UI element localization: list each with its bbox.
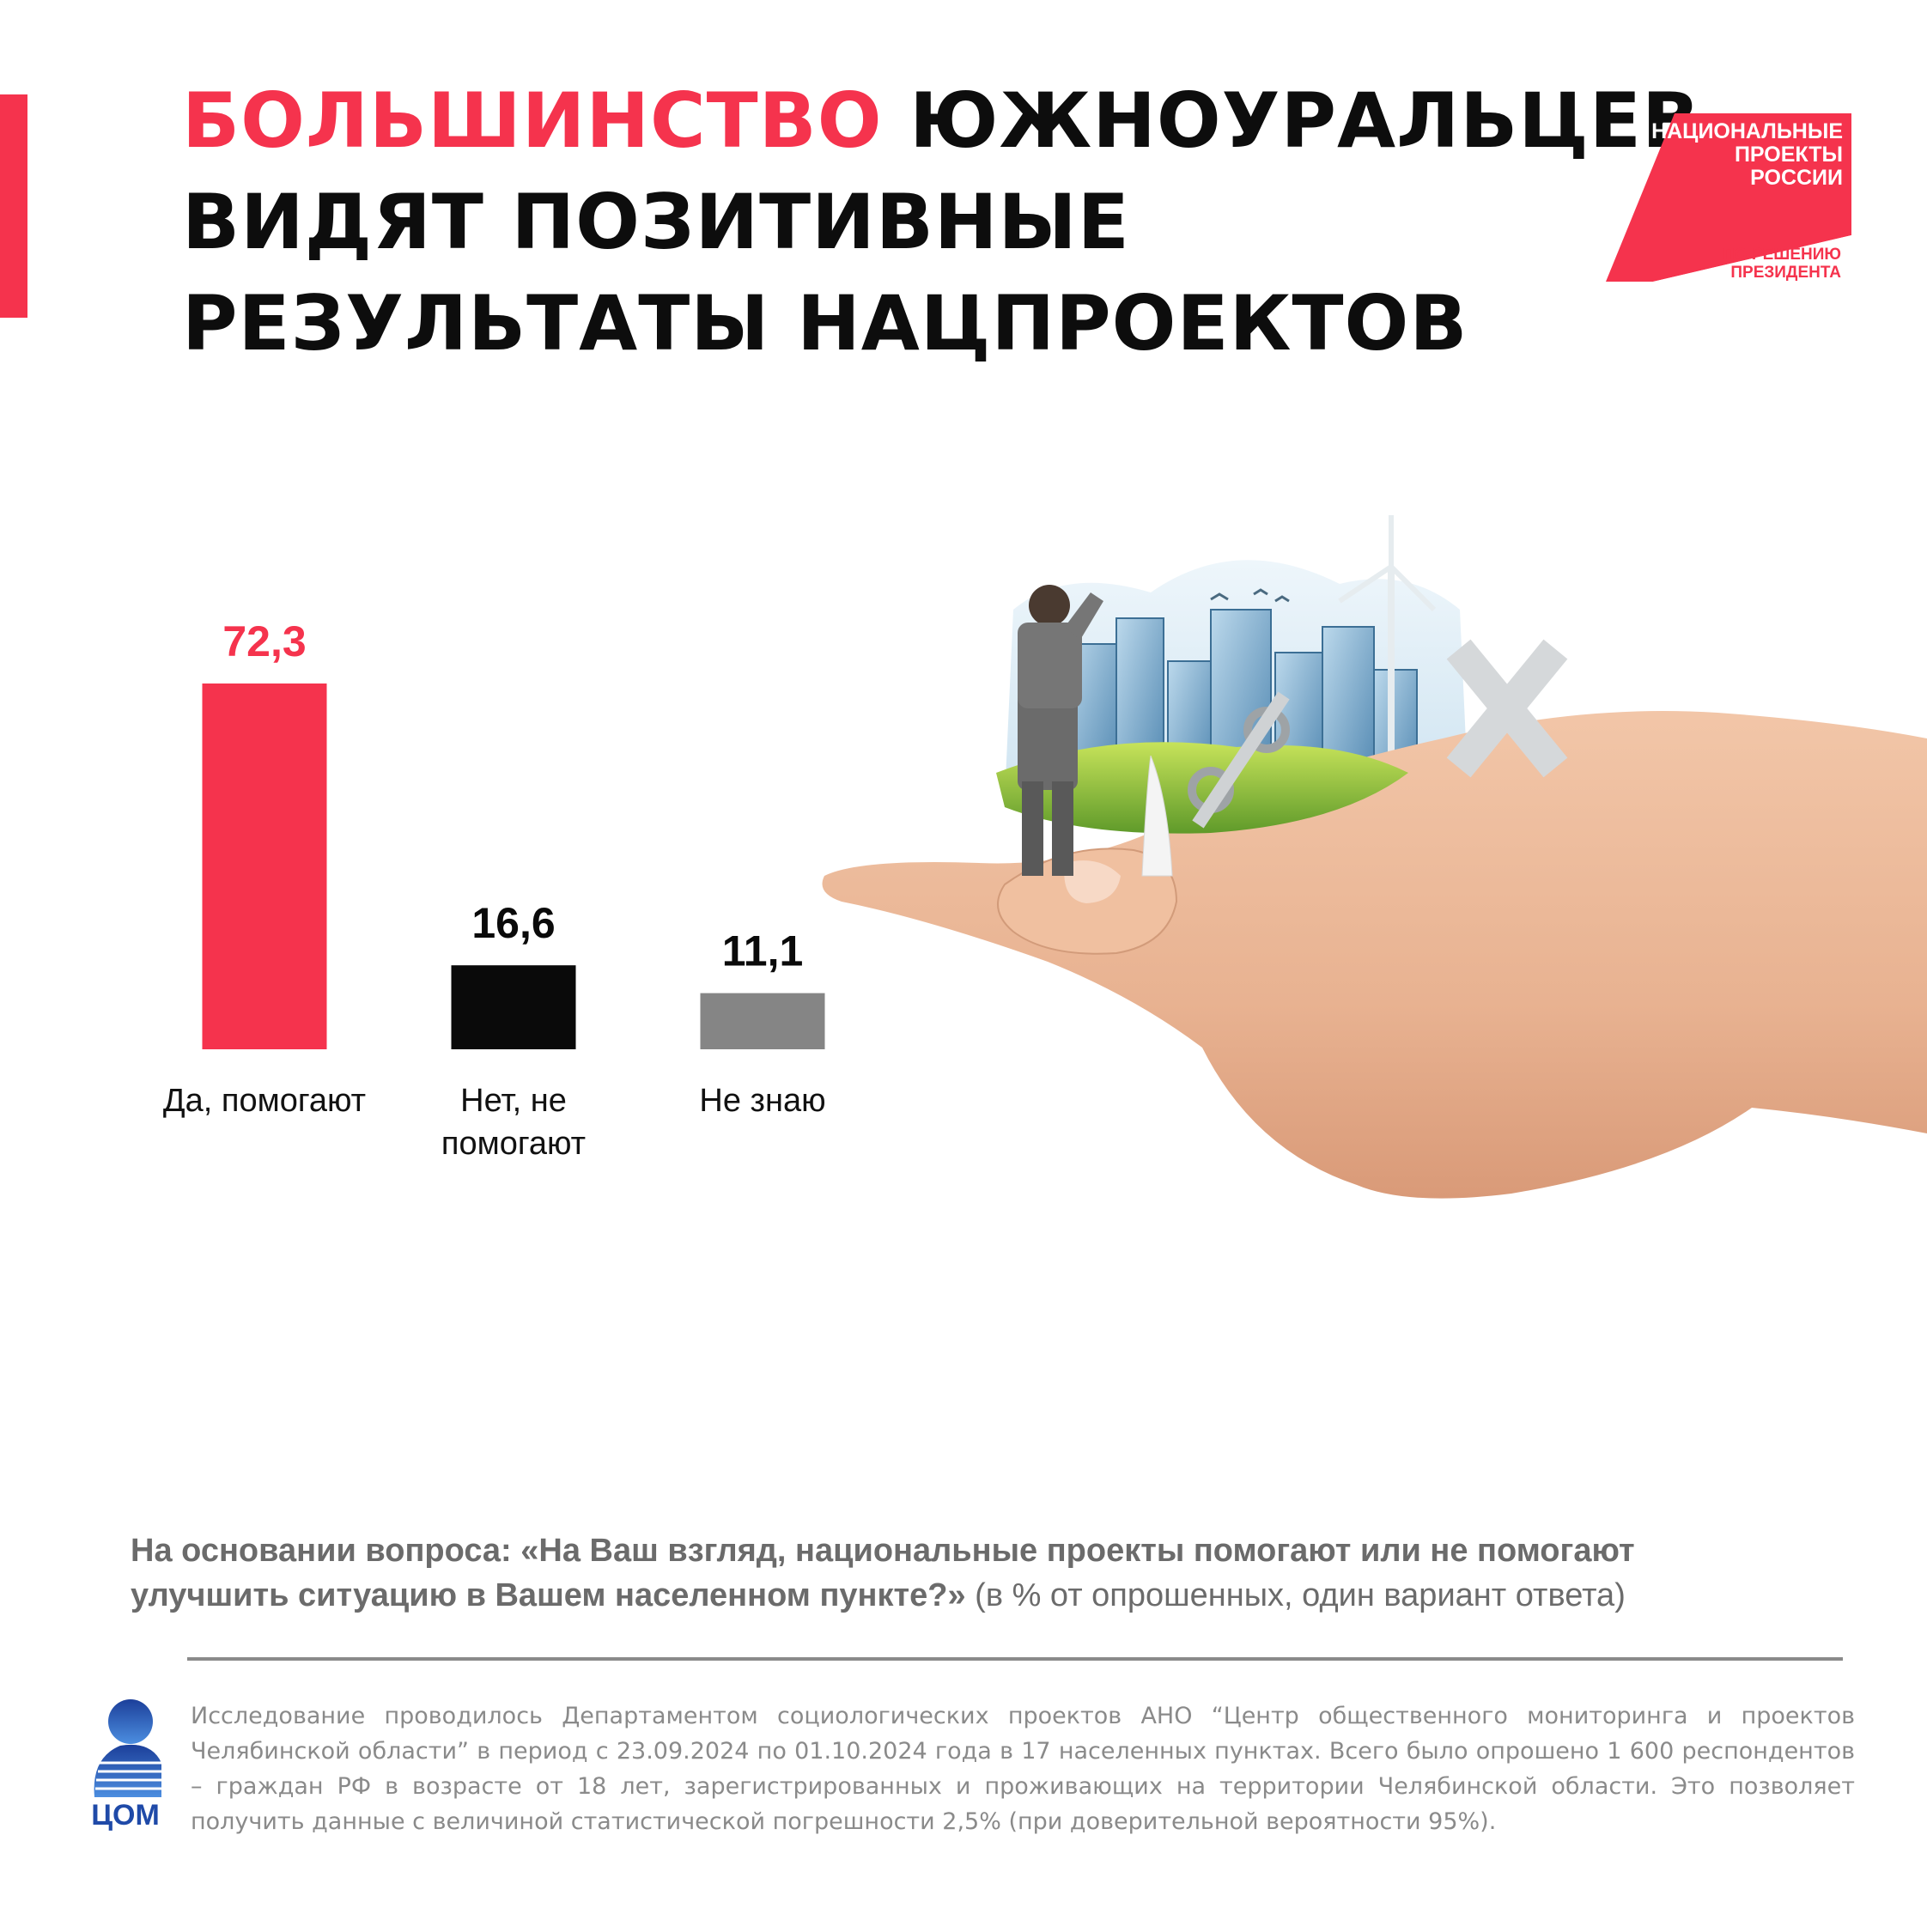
title-rest: ЮЖНОУРАЛЬЦЕВ [882,76,1701,165]
survey-question: На основании вопроса: «На Ваш взгляд, на… [131,1528,1762,1618]
national-projects-logo: НАЦИОНАЛЬНЫЕ ПРОЕКТЫ РОССИИ ПО РЕШЕНИЮ П… [1606,113,1855,285]
bar-chart: 72,3 Да, помогают 16,6 Нет, не помогают 11,1 Н… [129,592,902,1194]
category-label-2-line-2: помогают [441,1126,586,1162]
com-logo-mark [94,1699,161,1797]
logo-line-1: НАЦИОНАЛЬНЫЕ [1651,119,1843,143]
hand-city-image [822,515,1927,1199]
title-line-2: ВИДЯТ ПОЗИТИВНЫЕ [182,178,1130,266]
title-line-3: РЕЗУЛЬТАТЫ НАЦПРОЕКТОВ [182,279,1468,368]
logo-subtitle: ПО РЕШЕНИЮ ПРЕЗИДЕНТА [1723,246,1841,282]
question-bold: На основании вопроса: «На Ваш взгляд, на… [131,1533,1635,1613]
question-note: (в % от опрошенных, один вариант ответа) [965,1577,1626,1613]
bar-1 [202,683,327,1049]
value-label-2: 16,6 [471,899,555,947]
category-label-3: Не знаю [699,1083,825,1119]
accent-bar [0,94,27,318]
chart-canvas: 72,3 Да, помогают 16,6 Нет, не помогают 11,1 Н… [163,617,826,1162]
logo-sub-1: ПО РЕШЕНИЮ [1723,246,1841,264]
title-highlight: БОЛЬШИНСТВО [182,76,883,165]
logo-line-2: ПРОЕКТЫ [1734,143,1843,167]
page-title: БОЛЬШИНСТВО ЮЖНОУРАЛЬЦЕВ ВИДЯТ ПОЗИТИВНЫ… [182,70,1699,374]
value-label-1: 72,3 [222,617,306,665]
logo-sub-2: ПРЕЗИДЕНТА [1730,264,1841,282]
logo-title: НАЦИОНАЛЬНЫЕ ПРОЕКТЫ РОССИИ [1651,120,1843,190]
category-label-2-line-1: Нет, не [460,1083,567,1119]
hand-city-illustration [807,515,1927,1219]
logo-line-3: РОССИИ [1750,166,1843,190]
com-logo-text: ЦОМ [91,1799,160,1832]
bar-3 [700,993,825,1049]
category-label-1: Да, помогают [163,1083,366,1119]
divider [187,1657,1843,1661]
methodology-note: Исследование проводилось Департаментом с… [191,1703,1855,1835]
value-label-3: 11,1 [722,927,804,975]
bar-2 [451,965,576,1049]
logo-shape [1606,113,1851,282]
title-line-1: БОЛЬШИНСТВО ЮЖНОУРАЛЬЦЕВ [182,70,1699,172]
com-logo: ЦОМ [82,1696,168,1833]
